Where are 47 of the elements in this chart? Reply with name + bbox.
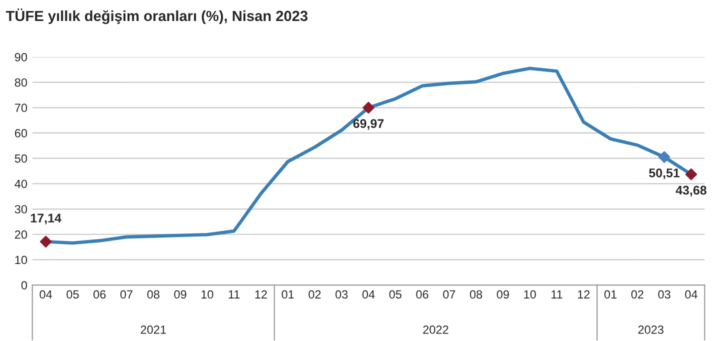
- y-tick-label: 60: [14, 129, 28, 138]
- x-tick-label: 06: [416, 290, 428, 299]
- chart-title: TÜFE yıllık değişim oranları (%), Nisan 2023: [6, 8, 308, 24]
- x-tick-label: 11: [551, 290, 562, 298]
- y-tick-label: 80: [14, 78, 28, 87]
- x-tick-label: 02: [308, 290, 321, 299]
- y-tick-label: 90: [14, 52, 28, 62]
- y-tick-label: 0: [21, 281, 28, 290]
- data-label: 43,68: [676, 186, 706, 196]
- x-tick-label: 03: [658, 290, 670, 299]
- data-label: 69,97: [353, 119, 384, 130]
- x-tick-label: 07: [443, 290, 456, 299]
- x-tick-label: 07: [120, 290, 132, 299]
- x-tick-label: 09: [496, 290, 509, 299]
- x-tick-label: 02: [631, 290, 644, 299]
- data-label: 50,51: [649, 168, 680, 180]
- x-tick-label: 11: [228, 290, 240, 298]
- y-tick-label: 40: [14, 180, 28, 188]
- point: [362, 102, 374, 114]
- y-tick-label: 10: [15, 256, 28, 264]
- y-tick-label: 20: [14, 230, 28, 239]
- point: [685, 168, 698, 180]
- x-tick-label: 03: [335, 290, 348, 299]
- x-tick-label: 01: [604, 290, 616, 299]
- x-tick-label: 09: [174, 290, 186, 299]
- y-tick-label: 30: [14, 205, 28, 214]
- x-tick-label: 08: [470, 290, 482, 299]
- x-tick-label: 08: [147, 290, 160, 299]
- y-tick-label: 70: [14, 104, 28, 112]
- point: [658, 151, 670, 163]
- y-tick-label: 50: [14, 154, 28, 163]
- x-tick-label: 05: [389, 290, 402, 299]
- x-tick-label: 10: [524, 290, 536, 299]
- data-label: 17,14: [30, 214, 62, 224]
- text: 2022: [423, 326, 448, 334]
- point: [40, 236, 52, 248]
- x-tick-label: 06: [93, 290, 106, 299]
- x-tick-label: 01: [282, 290, 294, 299]
- x-tick-label: 04: [40, 290, 52, 299]
- x-tick-label: 12: [578, 290, 590, 298]
- x-tick-label: 10: [201, 290, 214, 299]
- text: 2023: [638, 326, 664, 334]
- text: 2021: [140, 326, 166, 334]
- x-tick-label: 04: [362, 290, 375, 299]
- x-tick-label: 12: [255, 290, 267, 298]
- x-tick-label: 04: [685, 290, 698, 299]
- x-tick-label: 05: [66, 290, 79, 299]
